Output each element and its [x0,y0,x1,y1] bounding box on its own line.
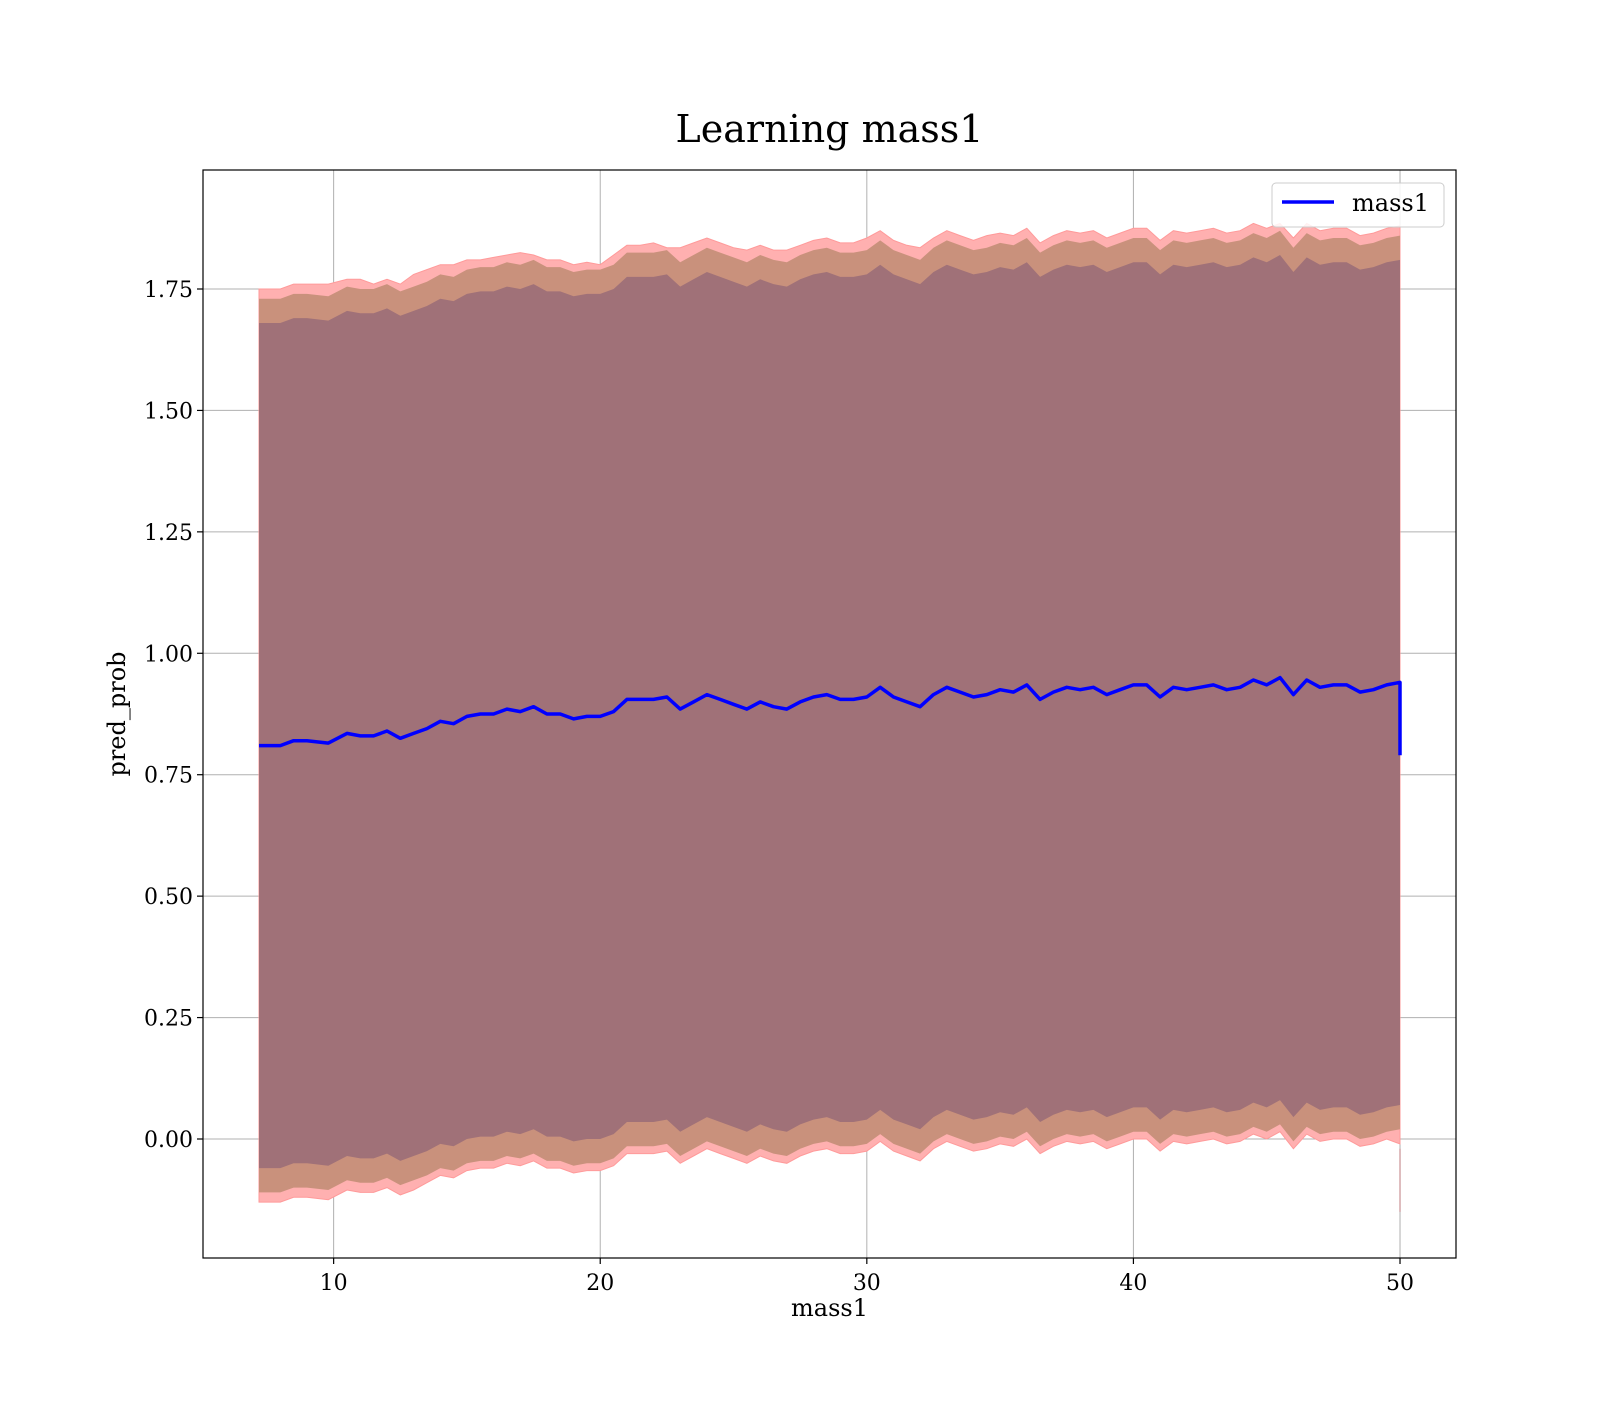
legend-box [1271,182,1445,228]
y-tick-label: 0.50 [144,885,193,910]
confidence-bands [258,222,1401,1212]
y-tick-label: 1.00 [144,642,193,667]
plot-frame [202,169,1457,1259]
x-tick-label: 20 [586,1271,614,1296]
x-tick-label: 10 [320,1271,348,1296]
band-inner [259,255,1400,1169]
x-tick-label: 30 [853,1271,881,1296]
x-tick-label: 40 [1119,1271,1147,1296]
series-line-mass1 [259,675,1402,756]
y-tick-label: 0.00 [144,1128,193,1153]
axis-ticks: 10 20 30 40 50 0.00 0.25 0.50 0.75 1.00 1.25 1.50 1.… [144,278,1414,1296]
y-axis-label: pred_prob [103,651,131,776]
series-lines [259,675,1402,756]
y-tick-label: 1.75 [144,278,193,303]
x-axis-label: mass1 [791,1294,868,1322]
y-tick-label: 0.75 [144,764,193,789]
x-tick-label: 50 [1386,1271,1414,1296]
y-tick-label: 1.25 [144,521,193,546]
y-tick-label: 0.25 [144,1007,193,1032]
legend-label: mass1 [1352,189,1429,217]
chart-title: Learning mass1 [676,107,984,151]
y-tick-label: 1.50 [144,399,193,424]
legend: mass1 [1271,182,1445,228]
